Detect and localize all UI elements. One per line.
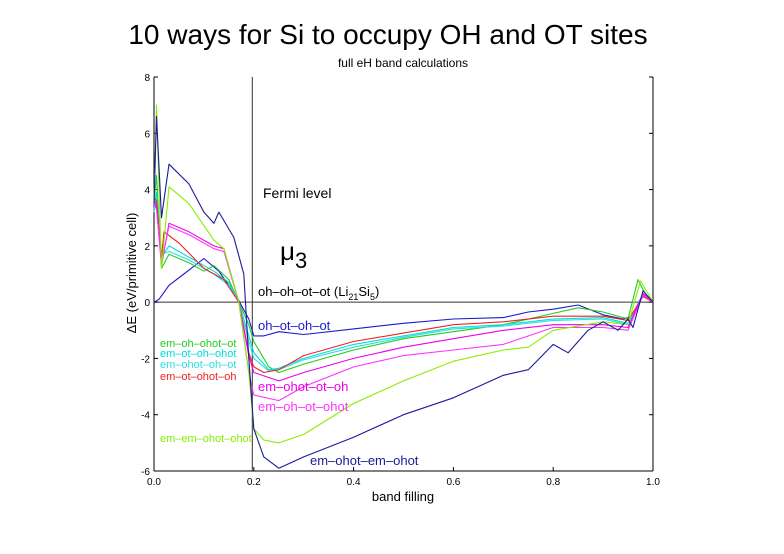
x-tick-label: 0.4 — [347, 477, 361, 488]
series-line-0 — [153, 257, 654, 337]
plot-area: 0.0 0.2 0.4 0.6 0.8 1.0 -6 -4 -2 0 2 4 6 8 — [141, 73, 660, 488]
y-tick-label: 2 — [144, 242, 150, 253]
series-label-0: oh–ot–oh–ot — [258, 318, 331, 333]
series-label-4: em–ot–ohot–oh — [160, 371, 236, 383]
x-axis-label: band filling — [372, 489, 434, 504]
reference-series-label: oh–oh–ot–ot (Li21Si5) — [258, 284, 379, 302]
series-label-8: em–ohot–em–ohot — [310, 453, 419, 468]
fermi-level-annotation: Fermi level — [263, 185, 331, 201]
x-tick-label: 0.6 — [446, 477, 460, 488]
series-line-2 — [153, 191, 654, 371]
series-label-7: em–em–ohot–ohot — [160, 433, 252, 445]
reference-sub-21: 21 — [348, 292, 358, 302]
y-tick-label: 8 — [144, 73, 150, 84]
reference-label-text: oh–oh–ot–ot (Li — [258, 284, 348, 299]
x-tick-label: 0.0 — [147, 477, 161, 488]
series-line-1 — [153, 174, 654, 374]
y-tick-label: -2 — [141, 354, 150, 365]
series-line-6 — [153, 203, 654, 402]
series-label-3: em–ohot–oh–ot — [160, 359, 236, 371]
chart-subtitle: full eH band calculations — [338, 56, 468, 70]
y-tick-label: 6 — [144, 129, 150, 140]
mu3-annotation: μ3 — [280, 236, 307, 273]
y-tick-label: 4 — [144, 186, 150, 197]
series-labels: oh–ot–oh–otem–oh–ohot–otem–ot–oh–ohotem–… — [160, 318, 419, 468]
reference-sub-5: 5 — [370, 292, 375, 302]
x-tick-label: 0.8 — [546, 477, 560, 488]
series-line-4 — [153, 197, 654, 374]
reference-label-si: Si — [358, 284, 370, 299]
reference-label-close: ) — [375, 284, 379, 299]
series-label-1: em–oh–ohot–ot — [160, 338, 236, 350]
y-tick-label: 0 — [144, 298, 150, 309]
mu-subscript: 3 — [295, 248, 307, 273]
y-axis-label: ΔE (eV/primitive cell) — [124, 213, 139, 334]
mu-symbol: μ — [280, 236, 295, 266]
series-label-2: em–ot–oh–ohot — [160, 348, 236, 360]
series-line-7 — [153, 104, 654, 444]
y-tick-label: -6 — [141, 467, 150, 478]
series-line-8 — [153, 115, 654, 469]
x-tick-label: 1.0 — [646, 477, 660, 488]
chart-title: 10 ways for Si to occupy OH and OT sites — [128, 19, 647, 50]
x-tick-label: 0.2 — [247, 477, 261, 488]
series-label-5: em–ohot–ot–oh — [258, 379, 348, 394]
series-label-6: em–oh–ot–ohot — [258, 399, 349, 414]
y-tick-label: -4 — [141, 411, 150, 422]
